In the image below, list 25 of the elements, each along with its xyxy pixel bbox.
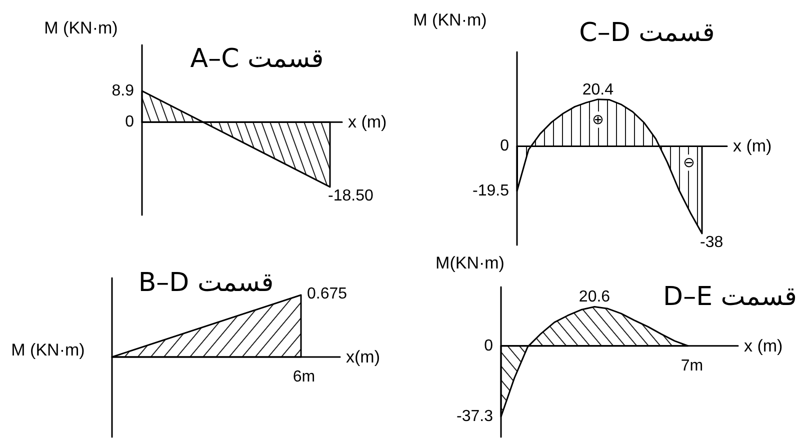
annotation: 0.675 [307,286,348,302]
text: 6m [292,368,316,386]
chart-title: B–D قسمت [138,268,274,298]
y-tick-label: -37.3 [456,408,494,426]
x-axis-title: x (m) [348,112,387,132]
y-tick-label: 0 [500,138,510,155]
data-label: 20.4 [582,81,614,98]
y-axis-title: M(KN·m) [436,254,504,272]
y-tick-label: -19.5 [472,182,510,200]
y-tick-label: 0 [125,114,134,131]
chart-title: C–D قسمت [579,18,715,48]
x-axis-title: x (m) [744,336,783,356]
x-axis-title: x (m) [733,136,772,156]
data-label: -38 [700,234,724,251]
y-tick-label: 8.9 [112,82,134,100]
y-axis-title: M (KN·m) [44,18,118,38]
data-label: 20.6 [578,288,610,306]
y-axis-title: M (KN·m) [413,10,487,30]
y-axis-title: M (KN·m) [11,340,85,360]
annotation: 7m [680,358,704,374]
chart-title: D–E قسمت [663,282,797,312]
x-axis-title: x(m) [346,348,380,366]
chart-title: A–C قسمت [190,44,324,74]
y-tick-label: 0 [484,337,494,354]
data-label: -18.50 [328,187,374,204]
